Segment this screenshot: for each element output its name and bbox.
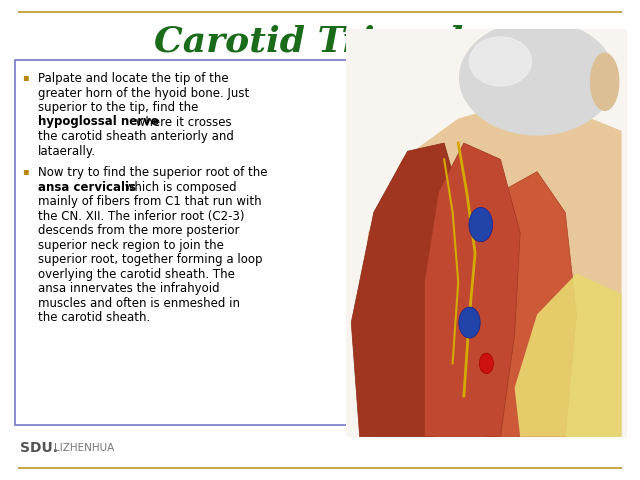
Text: which is composed: which is composed: [121, 181, 237, 194]
Text: LIZHENHUA: LIZHENHUA: [54, 443, 115, 453]
Polygon shape: [424, 143, 520, 437]
Polygon shape: [475, 172, 577, 437]
Text: ansa cervicalis: ansa cervicalis: [38, 181, 136, 194]
Text: ▪: ▪: [22, 166, 29, 176]
Text: superior to the tip, find the: superior to the tip, find the: [38, 101, 198, 114]
Text: overlying the carotid sheath. The: overlying the carotid sheath. The: [38, 268, 235, 281]
Text: ansa innervates the infrahyoid: ansa innervates the infrahyoid: [38, 282, 220, 295]
Ellipse shape: [470, 37, 531, 86]
Text: where it crosses: where it crosses: [132, 116, 232, 129]
Ellipse shape: [591, 53, 619, 110]
Text: Palpate and locate the tip of the: Palpate and locate the tip of the: [38, 72, 228, 85]
Text: Carotid Triangle: Carotid Triangle: [154, 25, 486, 59]
Text: the CN. XII. The inferior root (C2-3): the CN. XII. The inferior root (C2-3): [38, 210, 244, 223]
Text: superior neck region to join the: superior neck region to join the: [38, 239, 224, 252]
Text: superior root, together forming a loop: superior root, together forming a loop: [38, 253, 262, 266]
Circle shape: [479, 353, 493, 373]
Text: descends from the more posterior: descends from the more posterior: [38, 224, 239, 237]
Text: the carotid sheath.: the carotid sheath.: [38, 311, 150, 324]
Polygon shape: [351, 143, 464, 437]
Bar: [15, 60, 355, 425]
Circle shape: [469, 207, 493, 242]
Text: the carotid sheath anteriorly and: the carotid sheath anteriorly and: [38, 130, 234, 143]
Text: Now try to find the superior root of the: Now try to find the superior root of the: [38, 166, 268, 179]
Text: mainly of fibers from C1 that run with: mainly of fibers from C1 that run with: [38, 195, 262, 208]
Text: SDU.: SDU.: [20, 441, 58, 455]
Text: hypoglossal nerve: hypoglossal nerve: [38, 116, 159, 129]
Ellipse shape: [460, 21, 614, 135]
Text: greater horn of the hyoid bone. Just: greater horn of the hyoid bone. Just: [38, 86, 249, 99]
Polygon shape: [360, 102, 621, 437]
Polygon shape: [515, 274, 621, 437]
Text: muscles and often is enmeshed in: muscles and often is enmeshed in: [38, 297, 240, 310]
Circle shape: [459, 307, 480, 338]
Text: lataerally.: lataerally.: [38, 144, 96, 157]
Text: ▪: ▪: [22, 72, 29, 82]
